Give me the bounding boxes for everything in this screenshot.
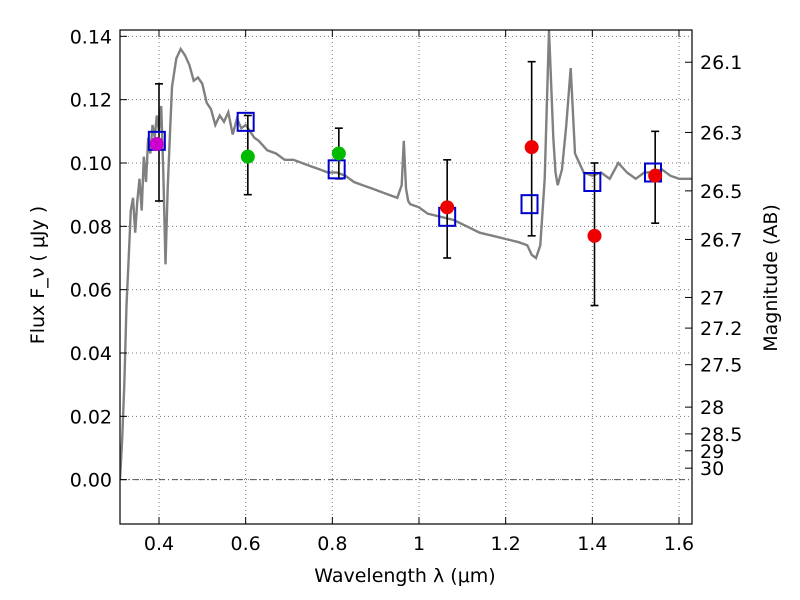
model-photometry-square [236, 111, 255, 132]
mag-tick-label: 26.5 [700, 181, 742, 203]
mag-tick-label: 26.1 [700, 52, 742, 74]
observed-point [149, 137, 164, 151]
mag-tick-label: 27.5 [700, 355, 742, 377]
data-markers [147, 111, 663, 243]
x-tick-label: 1 [413, 533, 425, 555]
y-tick-label: 0.08 [70, 216, 112, 238]
x-tick-label: 0.8 [317, 533, 347, 555]
y-tick-label: 0.02 [70, 406, 112, 428]
x-tick-label: 1.6 [664, 533, 694, 555]
y-tick-label: 0.12 [70, 90, 112, 112]
y-axis-right-title: Magnitude (AB) [760, 204, 782, 352]
mag-tick-label: 26.3 [700, 122, 742, 144]
mag-tick-label: 29 [700, 441, 724, 463]
mag-tick-label: 27 [700, 287, 724, 309]
observed-point [331, 146, 346, 161]
y-tick-label: 0.06 [70, 280, 112, 302]
mag-tick-label: 26.7 [700, 229, 742, 251]
x-tick-label: 0.6 [231, 533, 261, 555]
model-photometry-square [327, 159, 346, 180]
y-tick-label: 0.04 [70, 343, 112, 365]
observed-point [240, 149, 255, 164]
x-axis-title: Wavelength λ (μm) [314, 565, 495, 587]
mag-tick-label: 28 [700, 397, 724, 419]
y-axis-left: 0.00 0.02 0.04 0.06 0.08 0.10 0.12 0.14 [70, 26, 127, 492]
y-tick-label: 0.00 [70, 470, 112, 492]
observed-point [524, 140, 539, 155]
mag-tick-label: 28.5 [700, 424, 742, 446]
sed-model-curve [120, 30, 692, 480]
grid [120, 30, 692, 524]
x-tick-label: 0.4 [144, 533, 174, 555]
model-photometry-square [583, 172, 602, 192]
x-tick-label: 1.4 [577, 533, 607, 555]
observed-point [587, 228, 602, 243]
x-tick-label: 1.2 [491, 533, 521, 555]
model-photometry-square [520, 194, 539, 215]
mag-tick-label: 30 [700, 458, 724, 480]
y-axis-title: Flux F_ν ( μJy ) [27, 206, 49, 344]
observed-point [648, 168, 663, 183]
x-axis: 0.4 0.6 0.8 1 1.2 1.4 1.6 [144, 30, 694, 555]
y-tick-label: 0.10 [70, 153, 112, 175]
plot-frame [119, 29, 693, 525]
observed-point [440, 200, 455, 215]
y-tick-label: 0.14 [70, 26, 112, 48]
mag-tick-label: 27.2 [700, 318, 742, 340]
